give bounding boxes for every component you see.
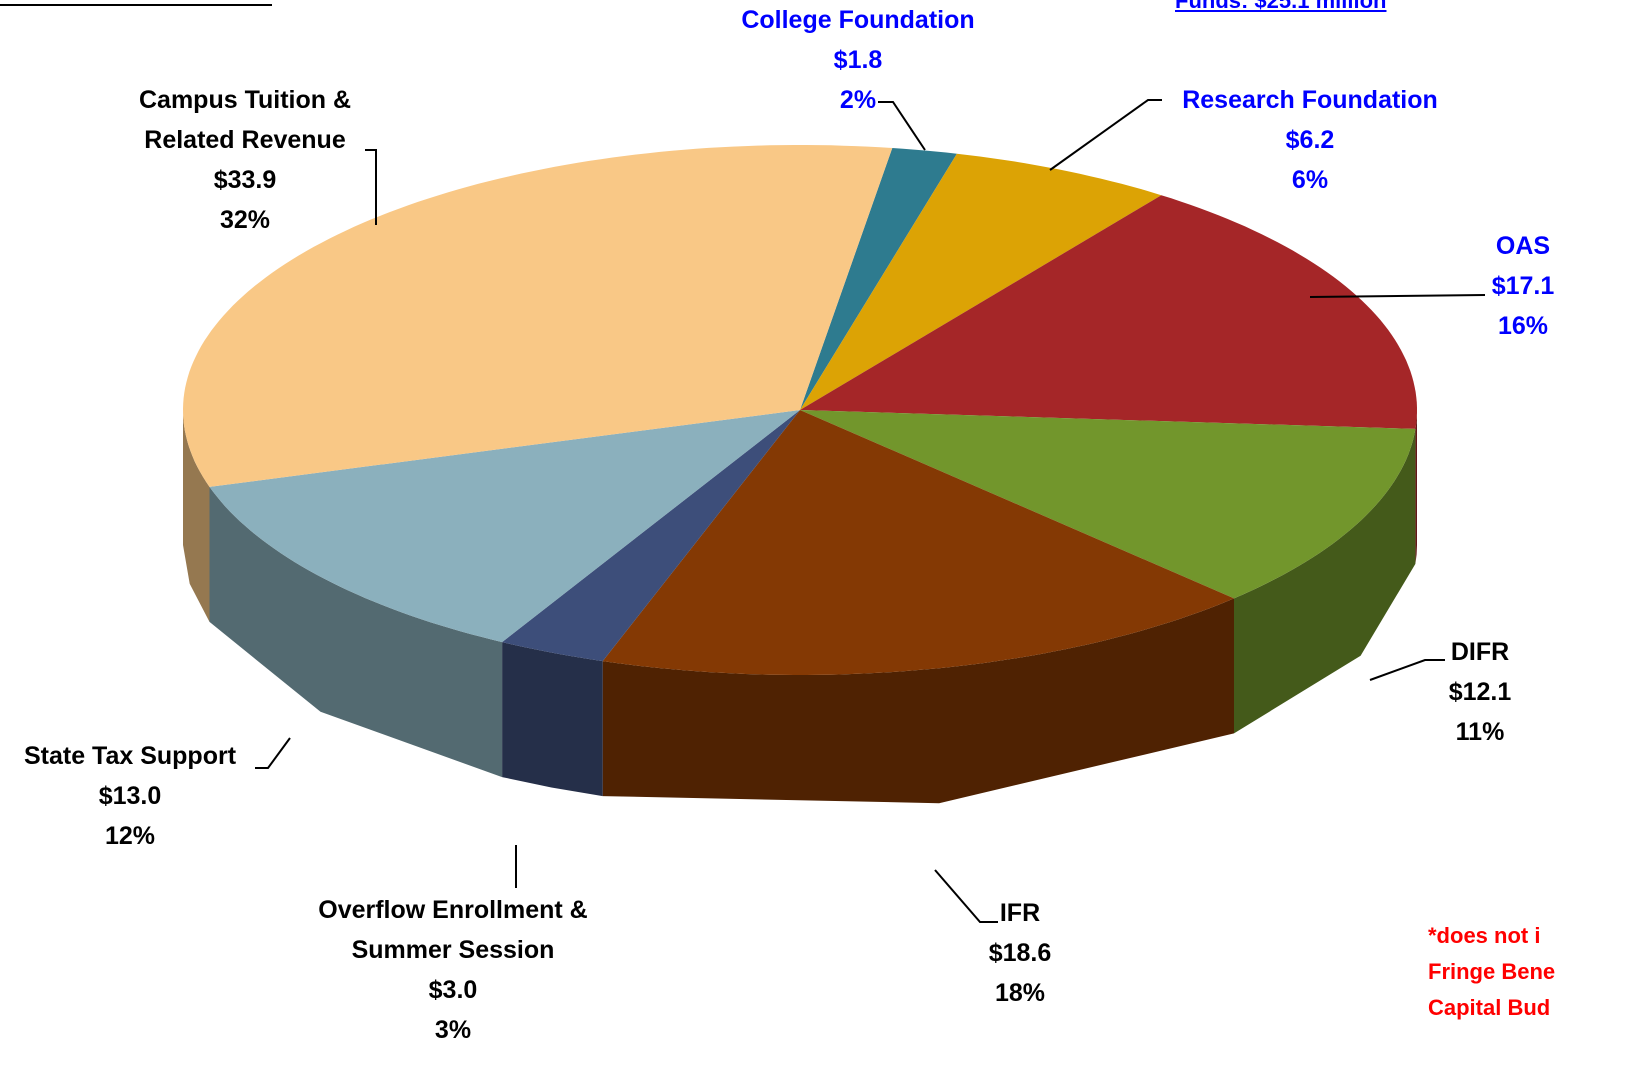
pie-slice <box>602 410 1234 675</box>
leader-line <box>255 737 291 769</box>
category-label: OAS <box>1495 232 1551 260</box>
share-label: 3% <box>434 1016 472 1044</box>
share-label: 6% <box>1291 166 1329 194</box>
category-label: State Tax Support <box>23 742 237 770</box>
leader-lines <box>255 99 1486 923</box>
pie-slice <box>800 148 957 410</box>
data-label: College Foundation $1.8 2% <box>741 0 974 120</box>
data-label: Overflow Enrollment & Summer Session $3.0… <box>288 890 618 1050</box>
pie-slice <box>502 410 800 662</box>
leader-line <box>1369 659 1445 681</box>
value-label: $17.1 <box>1491 272 1555 300</box>
share-label: 18% <box>994 979 1046 1007</box>
value-label: $18.6 <box>988 939 1052 967</box>
header-note: Funds: $25.1 million <box>1175 0 1387 13</box>
footnote: *does not i Fringe Bene Capital Bud <box>1428 918 1555 1026</box>
category-label: College Foundation <box>741 6 975 34</box>
data-label: OAS $17.1 16% <box>1492 226 1555 346</box>
value-label: $33.9 <box>213 166 277 194</box>
pie-tops <box>183 145 1417 675</box>
category-label: Research Foundation <box>1182 86 1438 114</box>
leader-line <box>934 869 998 923</box>
pie-slice-side <box>209 486 503 778</box>
share-label: 16% <box>1497 312 1549 340</box>
footnote-line: Capital Bud <box>1428 995 1551 1020</box>
data-label: IFR $18.6 18% <box>989 893 1052 1013</box>
category-label: DIFR <box>1450 638 1510 666</box>
data-label: Campus Tuition & Related Revenue $33.9 32% <box>115 80 375 240</box>
leader-line <box>878 101 926 151</box>
pie-sides <box>183 410 1417 804</box>
footnote-line: *does not i <box>1428 923 1541 948</box>
value-label: $6.2 <box>1285 126 1335 154</box>
pie-slice <box>209 410 800 643</box>
pie-slice-side <box>1415 410 1417 564</box>
pie-slice <box>800 195 1417 429</box>
category-label: Campus Tuition & Related Revenue <box>138 86 352 154</box>
data-label: Research Foundation $6.2 6% <box>1182 80 1438 200</box>
share-label: 12% <box>104 822 156 850</box>
share-label: 32% <box>219 206 271 234</box>
value-label: $1.8 <box>833 46 883 74</box>
leader-line <box>365 149 377 225</box>
pie-slice-side <box>502 642 603 797</box>
pie-slice <box>183 145 893 487</box>
leader-line <box>1309 294 1486 298</box>
value-label: $3.0 <box>428 976 478 1004</box>
leader-line <box>1049 99 1162 171</box>
pie-slice-side <box>602 598 1234 804</box>
data-label: DIFR $12.1 11% <box>1449 632 1512 752</box>
share-label: 11% <box>1455 718 1505 746</box>
value-label: $12.1 <box>1448 678 1512 706</box>
value-label: $13.0 <box>98 782 162 810</box>
pie-slice-side <box>183 410 210 622</box>
share-label: 2% <box>839 86 877 114</box>
pie-slice <box>800 153 1162 410</box>
pie-slice-side <box>1234 428 1416 734</box>
category-label: IFR <box>999 899 1041 927</box>
footnote-line: Fringe Bene <box>1428 959 1556 984</box>
data-label: State Tax Support $13.0 12% <box>24 736 236 856</box>
pie-slice <box>800 410 1416 599</box>
category-label: Overflow Enrollment & Summer Session <box>318 896 588 964</box>
